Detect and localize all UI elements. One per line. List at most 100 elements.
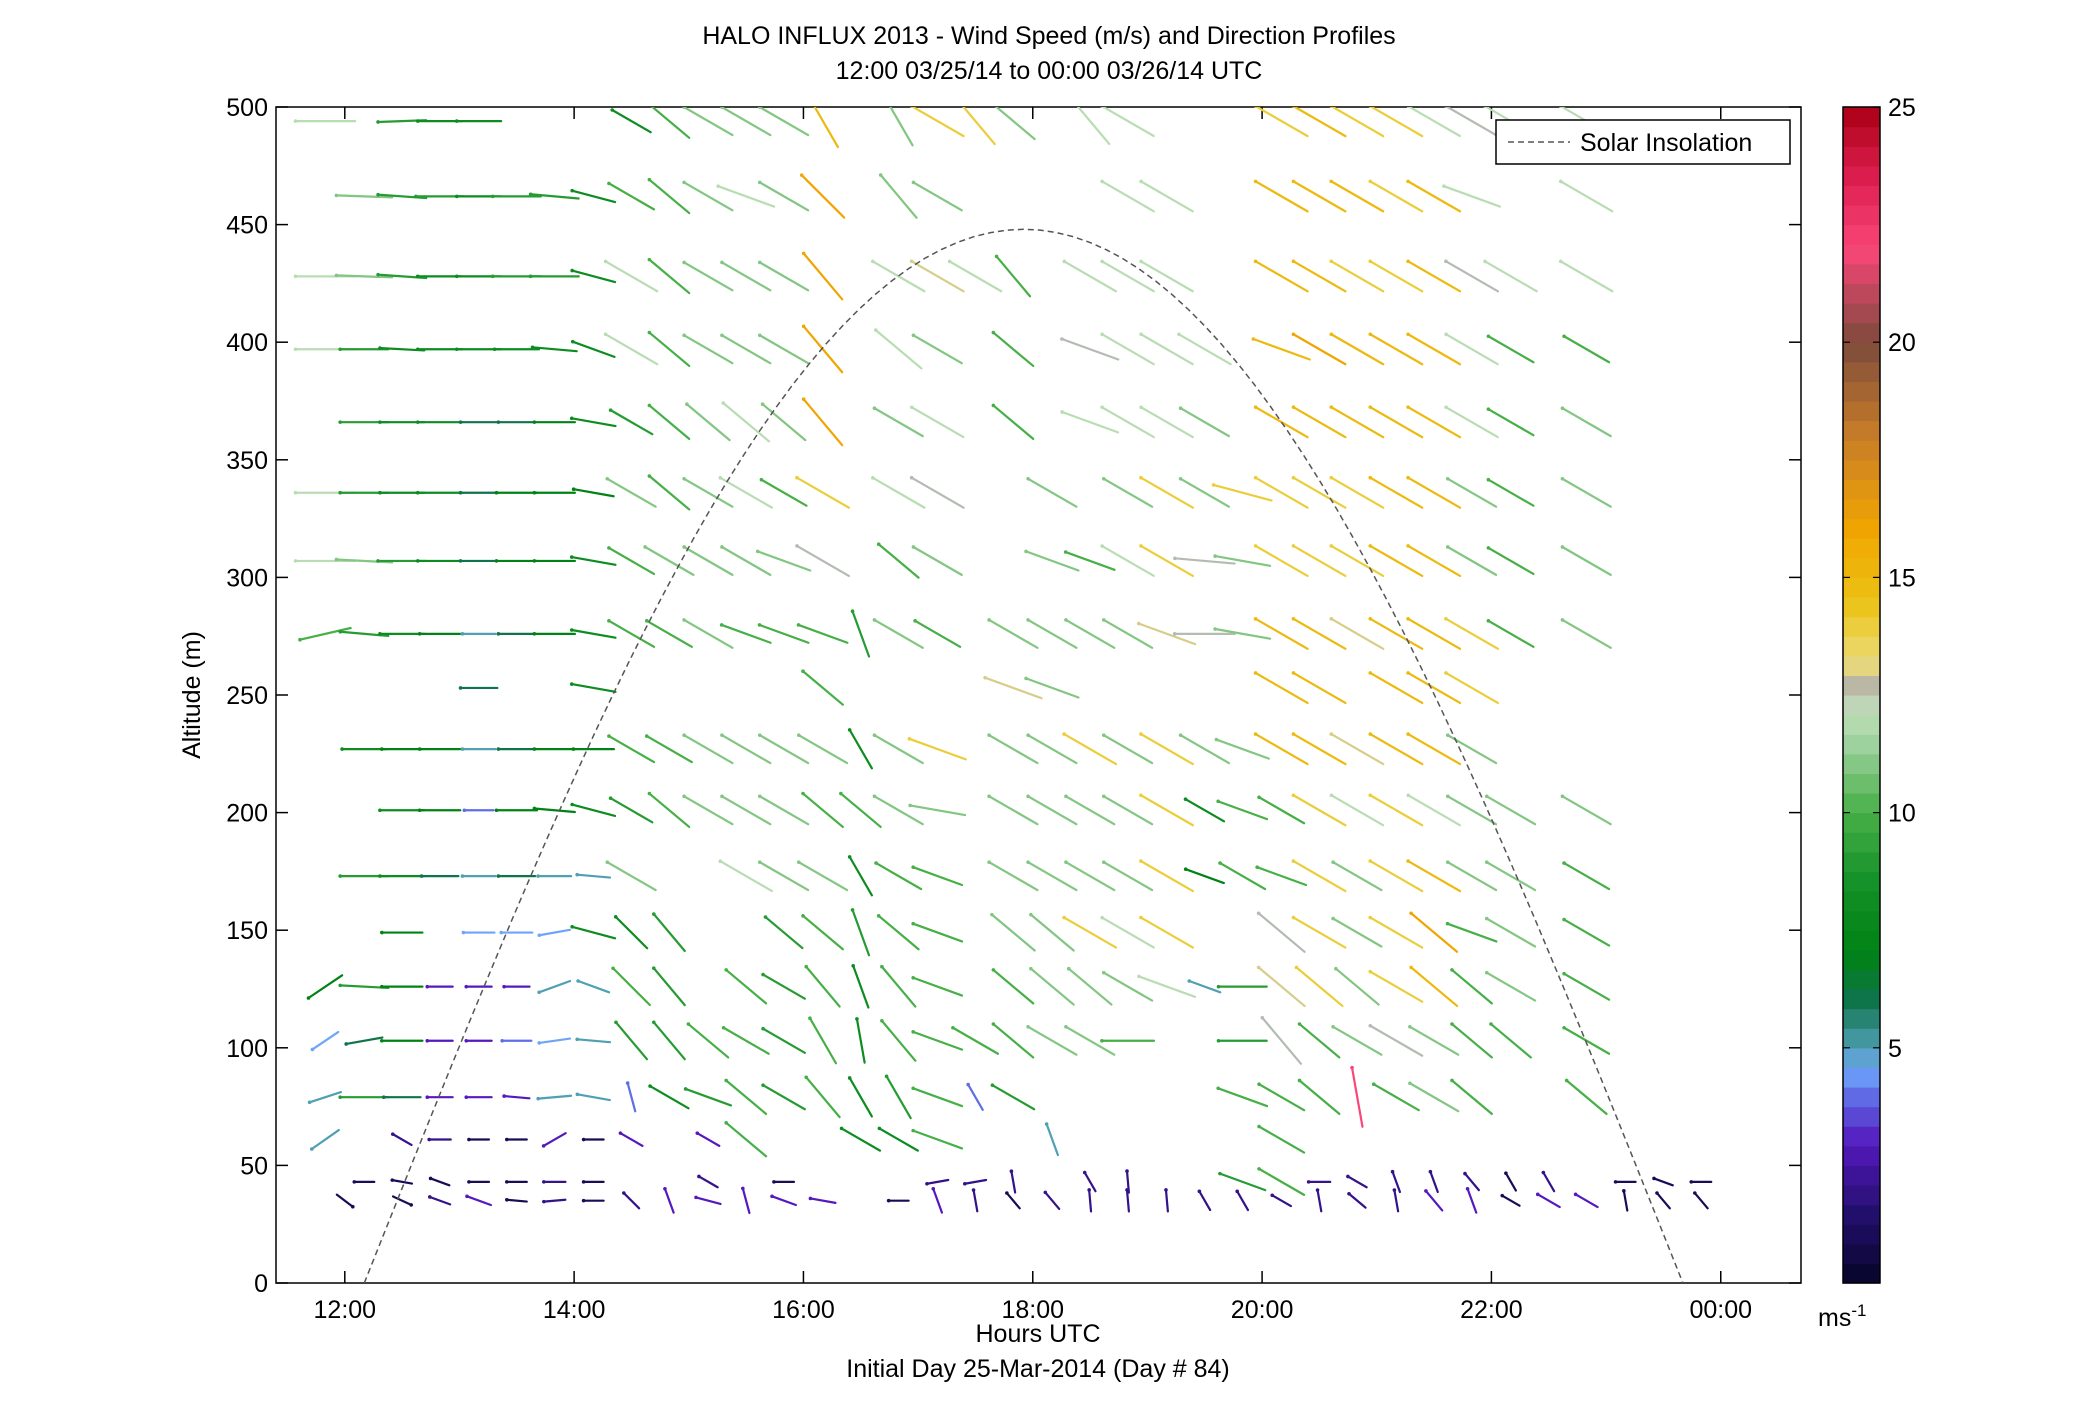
wind-vector-head (1024, 676, 1028, 681)
wind-vector-head (1100, 107, 1104, 109)
wind-vector-head (1297, 1078, 1302, 1083)
wind-vector (648, 1084, 690, 1110)
wind-vector (1561, 795, 1612, 826)
wind-vector (1257, 912, 1306, 953)
wind-vector (1026, 1025, 1078, 1056)
wind-vector-head (1306, 1180, 1311, 1184)
wind-vector (1369, 860, 1424, 893)
wind-vector-head (378, 346, 382, 350)
wind-vector-head (1428, 1169, 1433, 1174)
wind-vector-head (847, 855, 852, 859)
wind-vector (758, 623, 810, 644)
colorbar-segment (1843, 773, 1880, 794)
colorbar-segment (1843, 1224, 1880, 1245)
wind-vector (1256, 866, 1308, 887)
wind-vector (687, 1022, 730, 1059)
wind-vector-head (1255, 865, 1259, 870)
wind-vector-head (306, 996, 311, 1000)
wind-vector-head (757, 623, 762, 627)
wind-vector (717, 185, 776, 208)
wind-vector-head (1029, 966, 1033, 971)
wind-vector-head (847, 1076, 852, 1080)
wind-vector (1369, 107, 1424, 138)
wind-vector-head (795, 544, 799, 548)
wind-vector (1217, 1087, 1269, 1108)
wind-vector (800, 174, 846, 219)
wind-vector-head (1486, 546, 1491, 550)
wind-vector-head (293, 559, 298, 563)
wind-vector-head (1406, 671, 1410, 675)
wind-vector-head (569, 682, 574, 686)
wind-vector-head (417, 632, 422, 636)
wind-vector (851, 610, 871, 658)
wind-vector (1292, 732, 1347, 766)
wind-vector (972, 1188, 979, 1213)
wind-vector-head (663, 1186, 667, 1191)
wind-vector (1330, 617, 1385, 650)
wind-vector (1026, 477, 1078, 508)
wind-vector-head (1560, 794, 1565, 799)
wind-vector (991, 1084, 1036, 1111)
wind-vector-head (1368, 671, 1373, 675)
wind-vector-head (1444, 671, 1448, 675)
wind-vector (1369, 1024, 1424, 1057)
wind-vector (988, 861, 1039, 892)
wind-vector-head (682, 476, 686, 481)
colorbar-segment (1843, 459, 1880, 480)
colorbar-segment (1843, 1126, 1880, 1147)
wind-vector-head (804, 1075, 809, 1080)
wind-vector-head (1450, 968, 1454, 972)
wind-vector (626, 1081, 637, 1113)
wind-vector (1330, 732, 1385, 766)
wind-vector-head (761, 1083, 765, 1087)
wind-vector-head (1560, 406, 1565, 411)
wind-vector-head (1291, 544, 1296, 548)
wind-vector-head (1256, 965, 1261, 970)
colorbar-unit-label: ms-1 (1818, 1301, 1866, 1332)
wind-vector (609, 409, 654, 436)
wind-vector (877, 914, 920, 951)
wind-vector-head (741, 1186, 745, 1191)
wind-vector-head (1406, 859, 1410, 863)
wind-vector (770, 1195, 797, 1207)
wind-vector-head (801, 669, 805, 674)
wind-vector (1102, 795, 1154, 826)
x-axis-sublabel: Initial Day 25-Mar-2014 (Day # 84) (846, 1355, 1230, 1383)
wind-vector (873, 618, 924, 649)
colorbar-segment (1843, 283, 1880, 304)
wind-vector-head (1613, 1180, 1618, 1184)
wind-vector-head (415, 347, 420, 352)
wind-vector-head (293, 119, 298, 123)
wind-vector (879, 173, 918, 219)
wind-vector-head (1486, 477, 1491, 482)
wind-vector (1064, 1025, 1116, 1056)
wind-vector-head (1137, 974, 1141, 979)
wind-vector (910, 476, 965, 509)
wind-vector-head (390, 1178, 395, 1182)
wind-vector (813, 107, 840, 149)
wind-vector-head (991, 403, 996, 408)
wind-vector (741, 1187, 751, 1215)
wind-vector-head (428, 1176, 433, 1181)
wind-vector-head (569, 628, 574, 632)
wind-vector-head (1329, 475, 1334, 480)
wind-vector (1487, 335, 1535, 364)
wind-vector (683, 334, 734, 365)
wind-vector (1330, 406, 1385, 439)
wind-vector (307, 974, 344, 1000)
wind-vector-head (611, 966, 615, 971)
wind-vector-head (839, 791, 843, 796)
wind-vector-head (1060, 337, 1064, 341)
wind-vector-head (415, 420, 420, 424)
wind-vector (1316, 1188, 1323, 1213)
wind-vector-head (419, 874, 424, 878)
wind-vector (1179, 477, 1231, 508)
wind-vector (1102, 861, 1154, 892)
wind-vector-head (307, 1100, 312, 1105)
wind-vector-head (907, 737, 912, 741)
wind-vector (1139, 476, 1195, 509)
wind-vector (988, 618, 1039, 649)
wind-vector-head (720, 545, 724, 549)
wind-vector-head (490, 194, 495, 199)
wind-vector-head (461, 930, 466, 935)
